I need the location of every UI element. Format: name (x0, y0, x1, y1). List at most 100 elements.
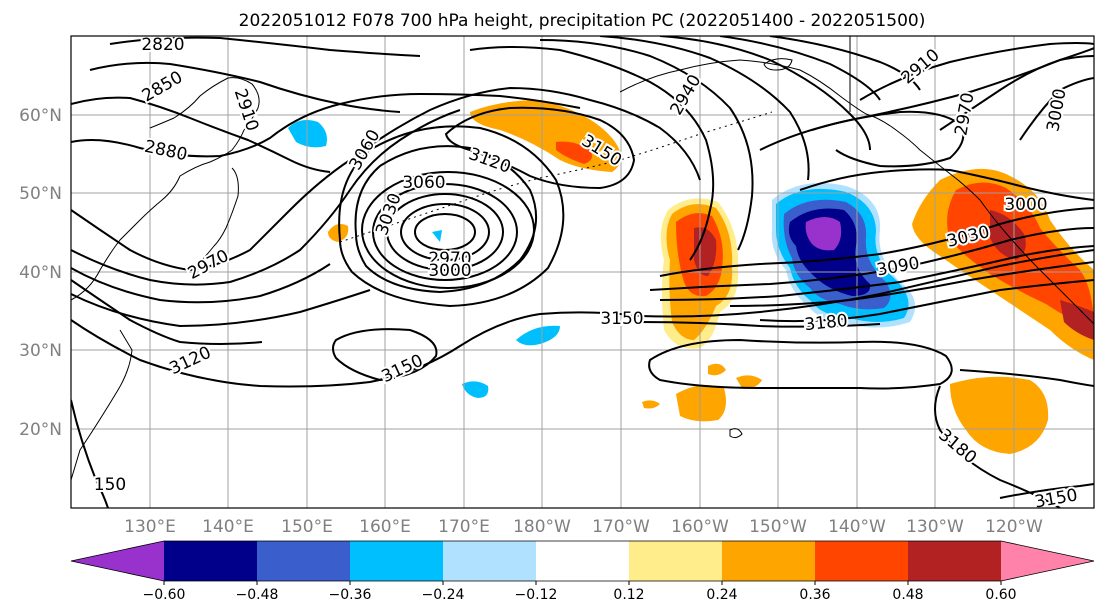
contour-line (354, 145, 537, 294)
contour-line (89, 61, 401, 113)
contour-line (659, 207, 1094, 277)
contour-line (71, 96, 331, 173)
colorbar-tick-label: 0.60 (985, 587, 1016, 601)
lat-label: 20°N (19, 420, 62, 440)
contour-line (639, 321, 881, 328)
contour-label: 3000 (1004, 195, 1047, 215)
precip-positive-blob (328, 224, 349, 242)
contour-line (939, 55, 1094, 131)
colorbar-swatch (629, 541, 723, 581)
colorbar-tick-label: 0.24 (706, 587, 737, 601)
contour-line (71, 86, 701, 272)
north-america-coastline (619, 59, 1094, 325)
contour-line (109, 36, 421, 57)
colorbar-extend-min (71, 541, 164, 581)
contour-label: 2820 (141, 35, 184, 55)
contour-line (71, 249, 1094, 388)
contour-line (659, 36, 871, 151)
contour-line (386, 193, 504, 271)
contour-line (934, 385, 1061, 508)
lon-label: 120°W (985, 517, 1043, 537)
contour-label: 3150 (600, 309, 643, 329)
precip-positive-blob (950, 376, 1049, 454)
colorbar-tick-label: −0.60 (143, 587, 186, 601)
lat-label: 50°N (19, 184, 62, 204)
figure-title: 2022051012 F078 700 hPa height, precipit… (239, 11, 926, 31)
longitude-labels: 130°E 140°E 150°E 160°E 170°E 180°W 170°… (124, 517, 1043, 537)
colorbar-swatch (908, 541, 1002, 581)
lon-label: 160°E (359, 517, 411, 537)
contour-line (71, 92, 581, 158)
colorbar-tick-label: 0.12 (613, 587, 644, 601)
contour-line (414, 213, 476, 251)
colorbar-swatch (164, 541, 258, 581)
contour-line (71, 263, 331, 304)
lon-label: 130°W (906, 517, 964, 537)
precip-negative-core (805, 217, 842, 251)
island-outline (763, 58, 793, 71)
lat-label: 40°N (19, 263, 62, 283)
precip-positive-blob (676, 385, 726, 422)
lon-label: 150°E (281, 517, 333, 537)
map-frame (70, 35, 1095, 509)
precip-negative-blob (516, 325, 560, 346)
contour-line (799, 168, 1094, 201)
contour-line (71, 279, 263, 345)
contour-line (71, 399, 109, 508)
lat-label: 30°N (19, 341, 62, 361)
contour-line (859, 42, 1094, 101)
contour-line (759, 47, 1094, 151)
china-coastline (71, 329, 133, 481)
latitude-labels: 60°N 50°N 40°N 30°N 20°N (19, 106, 62, 440)
precip-positive-core (556, 141, 592, 164)
lon-label: 140°W (828, 517, 886, 537)
contour-line (759, 279, 1094, 323)
contour-line (659, 245, 1094, 301)
colorbar-tick-label: −0.36 (329, 587, 372, 601)
contour-line (649, 227, 1094, 291)
contour-label: 3000 (428, 261, 471, 281)
contour-line (338, 125, 565, 308)
contour-line (719, 36, 881, 101)
colorbar-extend-max (1001, 541, 1094, 581)
precip-positive-core (1060, 300, 1094, 340)
contour-line (959, 369, 1094, 387)
colorbar-tick-label: −0.24 (422, 587, 465, 601)
colorbar-swatch (536, 541, 630, 581)
colorbar-tick-label: −0.48 (236, 587, 279, 601)
contour-line (648, 338, 953, 390)
contour-line (400, 203, 490, 261)
lat-label: 60°N (19, 106, 62, 126)
lon-label: 180°W (513, 517, 571, 537)
contour-line (1019, 77, 1094, 141)
height-contours (71, 36, 1094, 508)
contour-line (372, 183, 518, 281)
contour-line (71, 109, 461, 286)
contour-line (999, 483, 1094, 499)
contour-line (769, 36, 921, 91)
precip-negative-blob (432, 230, 442, 242)
hawaii-island (729, 428, 743, 439)
contour-line (332, 328, 438, 382)
contour-line (539, 39, 754, 251)
colorbar-swatch (722, 541, 816, 581)
colorbar-swatch (443, 541, 537, 581)
lon-label: 130°E (124, 517, 176, 537)
precip-positive-blob (708, 363, 726, 376)
precip-positive-blob (736, 375, 762, 389)
colorbar-swatch (815, 541, 909, 581)
lon-label: 170°E (438, 517, 490, 537)
lon-label: 170°W (592, 517, 650, 537)
sakhalin-japan-coastline (199, 167, 239, 263)
contour-line (444, 106, 636, 190)
asia-coastline (71, 77, 260, 301)
lon-label: 150°W (749, 517, 807, 537)
contour-line (729, 261, 1094, 307)
lon-label: 140°E (202, 517, 254, 537)
colorbar-swatch (257, 541, 351, 581)
colorbar-tick-label: 0.36 (799, 587, 830, 601)
precip-negative-blob (462, 381, 489, 398)
lon-label: 160°W (671, 517, 729, 537)
colorbar-tick-label: −0.12 (515, 587, 558, 601)
